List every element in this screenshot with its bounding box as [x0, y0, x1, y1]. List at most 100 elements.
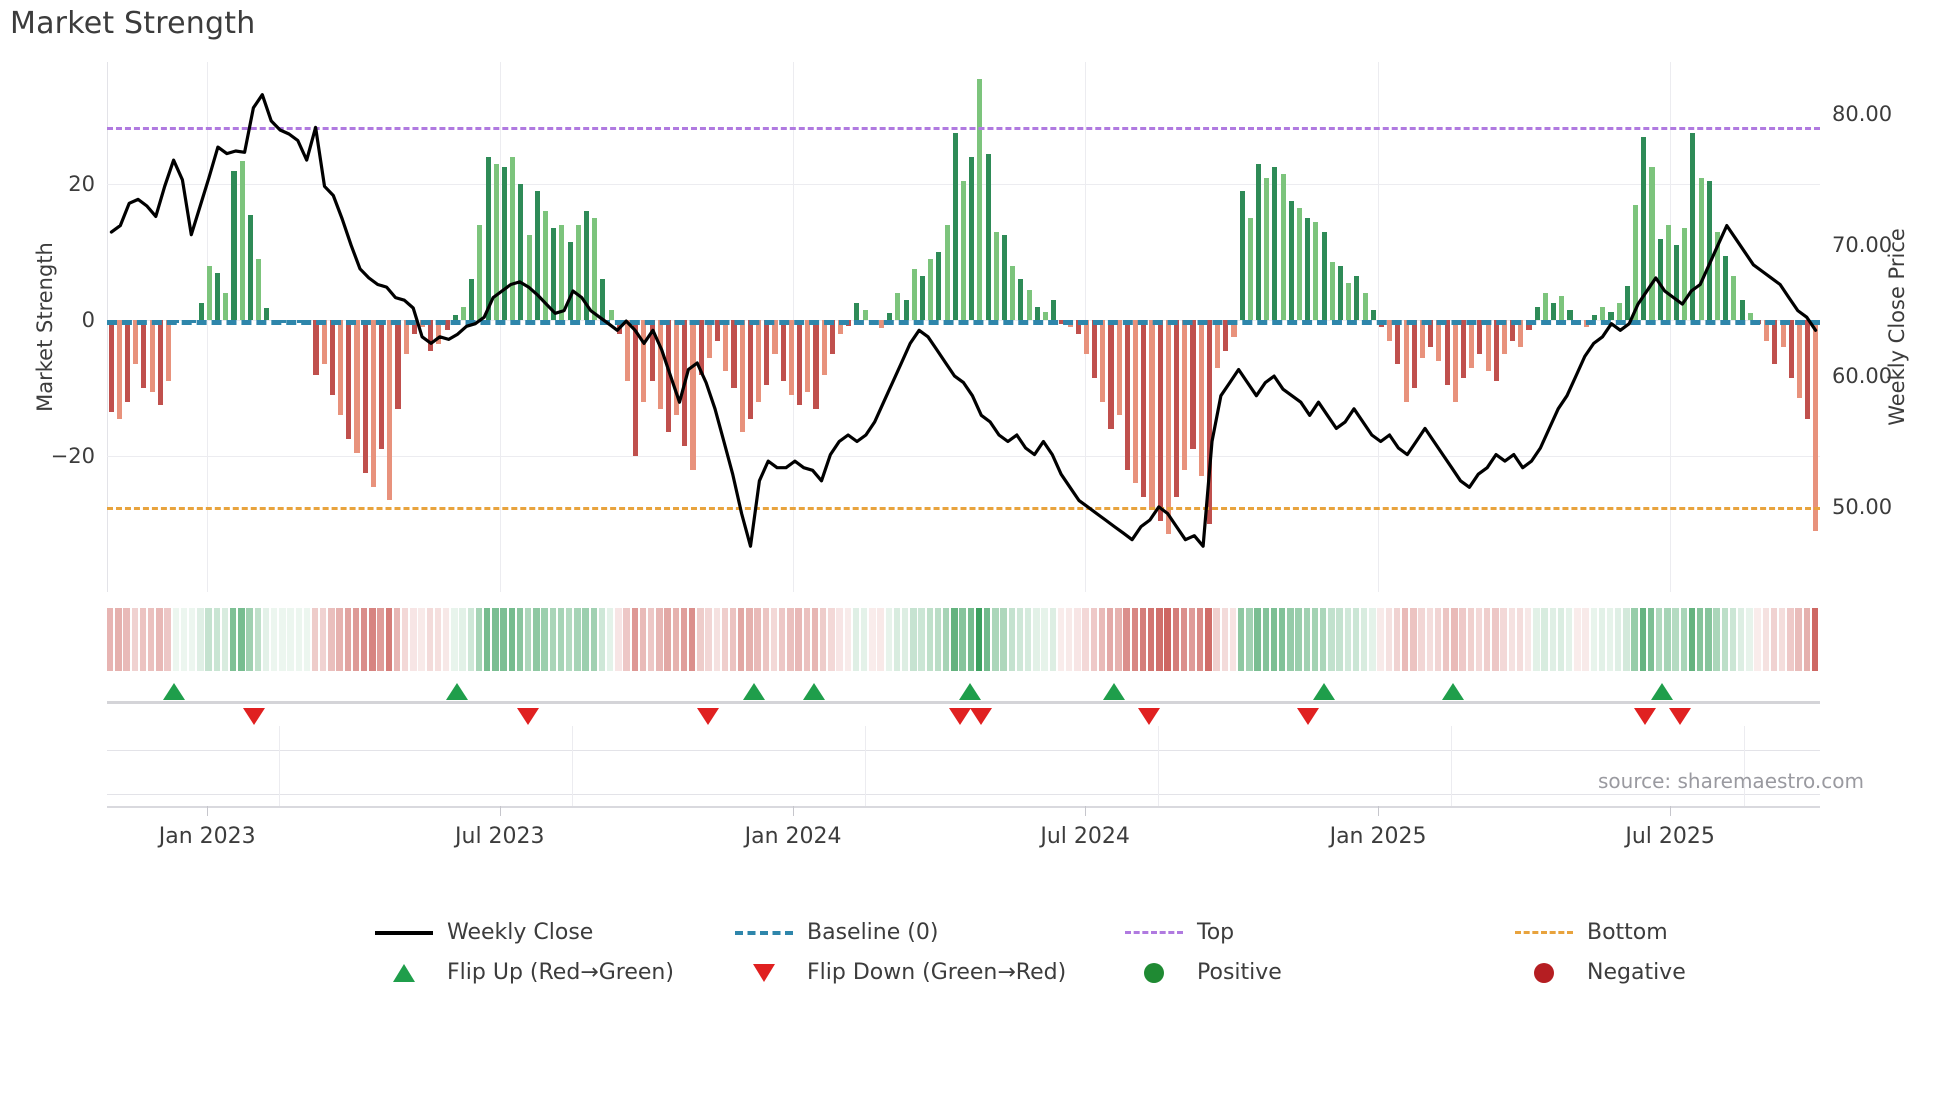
bar: [936, 252, 942, 321]
bar: [1452, 320, 1458, 402]
gridline-v: [1670, 62, 1672, 592]
heat-cell: [1647, 608, 1655, 671]
bar: [1411, 320, 1417, 389]
bar: [1231, 320, 1237, 338]
heat-cell: [172, 608, 179, 671]
bar: [1206, 320, 1212, 525]
heat-cell: [1065, 608, 1073, 671]
bar: [1616, 303, 1622, 321]
heat-cell: [1197, 608, 1204, 671]
bar: [903, 299, 909, 321]
bar: [1731, 276, 1737, 321]
legend-item-baseline[interactable]: Baseline (0): [735, 920, 938, 945]
bar: [1387, 320, 1393, 341]
bar: [1526, 320, 1532, 331]
bar: [764, 320, 770, 385]
flip-down-marker: [1296, 708, 1319, 725]
bar: [256, 259, 262, 321]
solid-line-icon: [375, 930, 433, 935]
heat-cell: [1164, 608, 1171, 671]
gridline-h: [107, 456, 1820, 458]
heat-cell: [1156, 608, 1163, 671]
heat-cell: [197, 608, 204, 671]
heat-cell: [1246, 608, 1253, 671]
lower-guide-lines: [107, 726, 1820, 806]
heat-cell: [1147, 608, 1155, 671]
heat-cell: [328, 608, 335, 671]
heat-cell: [697, 608, 704, 671]
heat-cell: [729, 608, 737, 671]
bar: [1518, 320, 1524, 348]
flip-up-marker: [1103, 683, 1126, 700]
legend-item-flip-down[interactable]: Flip Down (Green→Red): [735, 960, 1066, 985]
heat-cell: [418, 608, 425, 671]
bar: [1247, 218, 1253, 321]
bar: [797, 320, 803, 406]
heat-cell: [1213, 608, 1220, 671]
legend-item-label: Flip Down (Green→Red): [807, 960, 1067, 985]
heat-cell: [1131, 608, 1138, 671]
heat-cell: [869, 608, 876, 671]
heat-cell: [500, 608, 507, 671]
legend-item-positive[interactable]: Positive: [1125, 960, 1282, 985]
bar: [1641, 136, 1647, 321]
bar: [551, 228, 557, 321]
legend-item-top[interactable]: Top: [1125, 920, 1234, 945]
heat-cell: [1139, 608, 1147, 671]
bar: [510, 157, 516, 321]
heat-cell: [1320, 608, 1327, 671]
bar: [1436, 320, 1442, 361]
heat-cell: [664, 608, 671, 671]
bar: [477, 225, 483, 321]
heat-cell: [516, 608, 524, 671]
legend-item-flip-up[interactable]: Flip Up (Red→Green): [375, 960, 674, 985]
legend-item-weekly-close[interactable]: Weekly Close: [375, 920, 593, 945]
bar: [215, 272, 221, 321]
bar: [575, 225, 581, 321]
heat-cell: [779, 608, 786, 671]
bar: [1190, 320, 1196, 450]
bar: [895, 293, 901, 321]
heat-cell: [934, 608, 942, 671]
heat-cell: [156, 608, 163, 671]
bar: [1116, 320, 1122, 416]
heat-cell: [525, 608, 532, 671]
bar: [1567, 310, 1573, 321]
heat-cell: [811, 608, 819, 671]
heat-cell: [1549, 608, 1556, 671]
bar: [1493, 320, 1499, 382]
bar: [460, 306, 467, 321]
bar: [1256, 163, 1262, 321]
heat-cell: [352, 608, 360, 671]
heat-cell: [861, 608, 868, 671]
dotted-line-icon: [1125, 931, 1183, 934]
bar: [960, 180, 967, 321]
bar: [1280, 174, 1286, 321]
bar: [592, 218, 598, 321]
bar: [436, 320, 442, 344]
weekly-close-line: [109, 93, 1818, 548]
flip-marker-row: [107, 676, 1820, 726]
bar: [469, 279, 475, 321]
x-tick-mark: [1378, 806, 1380, 816]
bar: [1772, 320, 1778, 365]
legend-item-bottom[interactable]: Bottom: [1515, 920, 1668, 945]
bar: [698, 320, 704, 375]
bar: [1198, 320, 1204, 477]
bar: [1108, 320, 1114, 429]
bar: [1051, 299, 1057, 321]
legend-item-negative[interactable]: Negative: [1515, 960, 1686, 985]
heat-cell: [647, 608, 655, 671]
heat-cell: [926, 608, 933, 671]
bar: [452, 314, 458, 321]
flip-axis-line: [107, 701, 1820, 704]
x-tick-mark: [1670, 806, 1672, 816]
legend-item-label: Weekly Close: [447, 920, 594, 945]
bar: [993, 231, 999, 321]
bar: [370, 320, 376, 487]
heat-cell: [262, 608, 270, 671]
bar: [1297, 208, 1303, 321]
heat-cell: [1336, 608, 1343, 671]
bar: [239, 160, 245, 321]
y-axis-left-label: Market Strength: [33, 242, 57, 412]
